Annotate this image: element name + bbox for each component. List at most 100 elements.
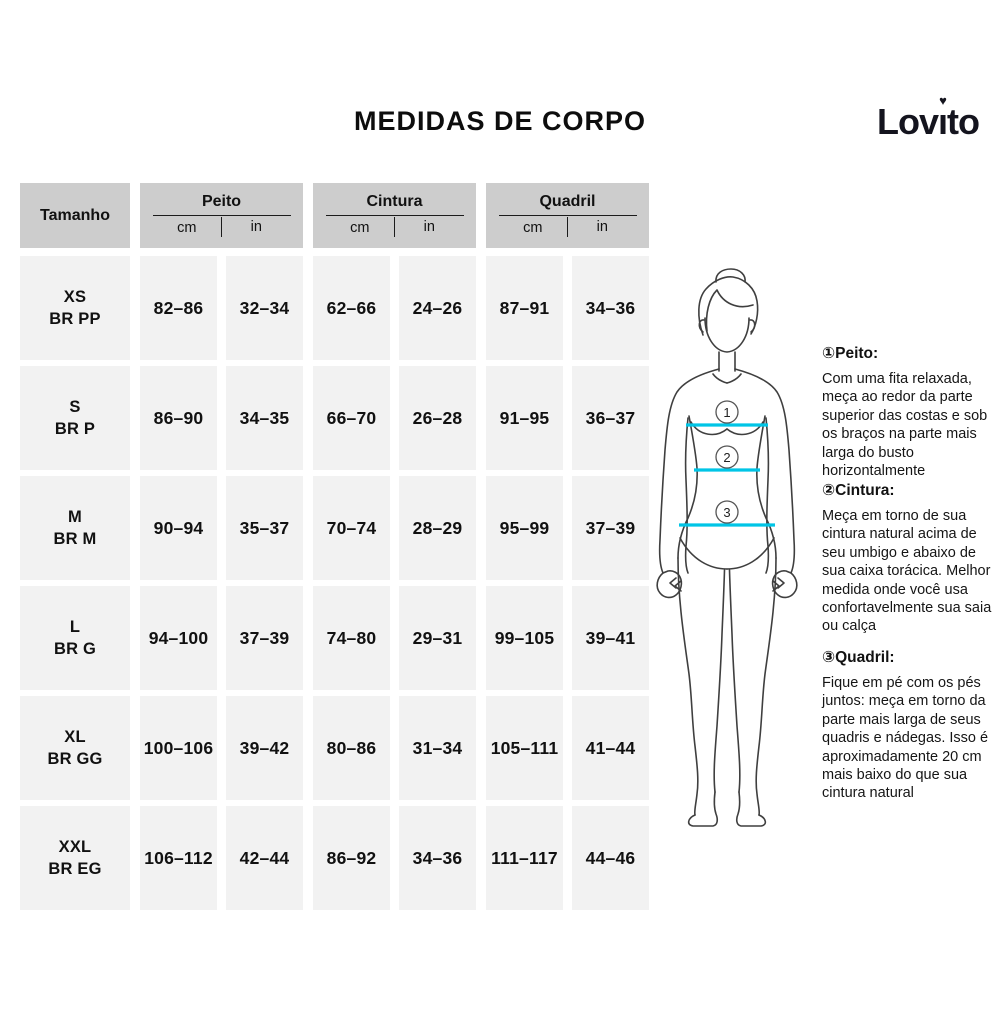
- hand: [656, 570, 683, 599]
- size-chart-table: Tamanho Peito cm in Cintura cm in Quadri…: [20, 183, 649, 916]
- quadril-in-value: 37–39: [572, 476, 649, 580]
- header-tamanho: Tamanho: [20, 183, 130, 248]
- hair-outline: [698, 276, 759, 336]
- peito-in-value: 32–34: [226, 256, 303, 360]
- unit-cm-label: cm: [350, 220, 370, 236]
- hair-sweep: [705, 289, 754, 332]
- note-cintura-heading: ②Cintura:: [822, 482, 895, 499]
- quadril-cm-value: 91–95: [486, 366, 563, 470]
- note-cintura: ②Cintura: Meça em torno de sua cintura n…: [822, 481, 994, 636]
- unit-row: cm in: [498, 215, 637, 238]
- size-label: S: [69, 397, 81, 416]
- marker-number-1: 1: [723, 405, 730, 420]
- heart-icon: ♥: [939, 93, 947, 108]
- peito-cm-value: 94–100: [140, 586, 217, 690]
- size-cell: XXL BR EG: [20, 806, 130, 910]
- unit-cm-label: cm: [523, 220, 543, 236]
- note-quadril: ③Quadril: Fique em pé com os pés juntos:…: [822, 648, 994, 803]
- size-label: XL: [64, 727, 86, 746]
- cintura-cm-value: 70–74: [313, 476, 390, 580]
- marker-number-2: 2: [723, 450, 730, 465]
- unit-in-label: in: [567, 217, 637, 237]
- br-size-label: BR GG: [47, 750, 103, 768]
- leg-inner: [713, 569, 726, 793]
- size-cell: M BR M: [20, 476, 130, 580]
- size-cell: L BR G: [20, 586, 130, 690]
- peito-in-value: 39–42: [226, 696, 303, 800]
- table-row-xl: XL BR GG 100–106 39–42 80–86 31–34 105–1…: [20, 696, 649, 800]
- cintura-cm-value: 62–66: [313, 256, 390, 360]
- logo-i-stem: ı: [938, 101, 948, 142]
- marker-number-3: 3: [723, 505, 730, 520]
- note-peito: ①Peito: Com uma fita relaxada, meça ao r…: [822, 344, 994, 480]
- page-title: MEDIDAS DE CORPO: [353, 106, 647, 136]
- peito-cm-value: 86–90: [140, 366, 217, 470]
- note-quadril-heading: ③Quadril:: [822, 649, 895, 666]
- br-size-label: BR M: [53, 530, 97, 548]
- unit-row: cm in: [325, 215, 464, 238]
- unit-row: cm in: [152, 215, 291, 238]
- note-cintura-body: Meça em torno de sua cintura natural aci…: [822, 508, 992, 635]
- size-label: L: [69, 617, 81, 636]
- logo-text-pre: Lov: [876, 101, 939, 142]
- table-row-xxl: XXL BR EG 106–112 42–44 86–92 34–36 111–…: [20, 806, 649, 910]
- quadril-cm-value: 105–111: [486, 696, 563, 800]
- cintura-cm-value: 74–80: [313, 586, 390, 690]
- size-label: M: [68, 507, 82, 526]
- size-label: XS: [63, 287, 87, 306]
- br-size-label: BR EG: [48, 860, 102, 878]
- marker-circle-2: [715, 445, 739, 469]
- quadril-in-value: 34–36: [572, 256, 649, 360]
- note-peito-body: Com uma fita relaxada, meça ao redor da …: [822, 371, 988, 480]
- cintura-in-value: 29–31: [399, 586, 476, 690]
- quadril-in-value: 39–41: [572, 586, 649, 690]
- header-group-peito: Peito cm in: [140, 183, 303, 248]
- cintura-in-value: 24–26: [399, 256, 476, 360]
- body-figure-diagram: 1 2 3: [652, 268, 802, 833]
- marker-circle-3: [715, 500, 739, 524]
- peito-cm-value: 100–106: [140, 696, 217, 800]
- collar-line: [712, 373, 728, 384]
- group-label-quadril: Quadril: [539, 193, 596, 210]
- table-row-m: M BR M 90–94 35–37 70–74 28–29 95–99 37–…: [20, 476, 649, 580]
- face-outline: [704, 317, 750, 353]
- foot: [687, 791, 719, 827]
- measurement-markers: 1 2 3: [715, 400, 739, 524]
- size-cell: XS BR PP: [20, 256, 130, 360]
- group-label-cintura: Cintura: [366, 193, 423, 210]
- ear-right: [749, 319, 756, 333]
- unit-in-label: in: [221, 217, 291, 237]
- figure-head: [698, 268, 759, 353]
- hair-bun: [715, 268, 746, 283]
- peito-cm-value: 106–112: [140, 806, 217, 910]
- br-size-label: BR P: [54, 420, 96, 438]
- quadril-cm-value: 95–99: [486, 476, 563, 580]
- br-size-label: BR G: [53, 640, 97, 658]
- peito-in-value: 42–44: [226, 806, 303, 910]
- size-cell: S BR P: [20, 366, 130, 470]
- table-row-s: S BR P 86–90 34–35 66–70 26–28 91–95 36–…: [20, 366, 649, 470]
- size-cell: XL BR GG: [20, 696, 130, 800]
- cintura-in-value: 34–36: [399, 806, 476, 910]
- quadril-in-value: 41–44: [572, 696, 649, 800]
- peito-cm-value: 82–86: [140, 256, 217, 360]
- peito-cm-value: 90–94: [140, 476, 217, 580]
- table-row-l: L BR G 94–100 37–39 74–80 29–31 99–105 3…: [20, 586, 649, 690]
- hip-curve: [679, 537, 728, 570]
- peito-in-value: 35–37: [226, 476, 303, 580]
- cintura-in-value: 26–28: [399, 366, 476, 470]
- cintura-cm-value: 66–70: [313, 366, 390, 470]
- unit-cm-label: cm: [177, 220, 197, 236]
- arm-inner: [684, 417, 689, 574]
- note-peito-heading: ①Peito:: [822, 345, 879, 362]
- cintura-cm-value: 80–86: [313, 696, 390, 800]
- note-quadril-body: Fique em pé com os pés juntos: meça em t…: [822, 675, 989, 802]
- torso-side: [677, 415, 698, 559]
- peito-in-value: 34–35: [226, 366, 303, 470]
- lovito-logo: Lov ♥ ıto: [876, 94, 980, 143]
- quadril-cm-value: 99–105: [486, 586, 563, 690]
- logo-text-post: to: [947, 101, 980, 142]
- table-row-xs: XS BR PP 82–86 32–34 62–66 24–26 87–91 3…: [20, 256, 649, 360]
- size-label: XXL: [58, 837, 92, 856]
